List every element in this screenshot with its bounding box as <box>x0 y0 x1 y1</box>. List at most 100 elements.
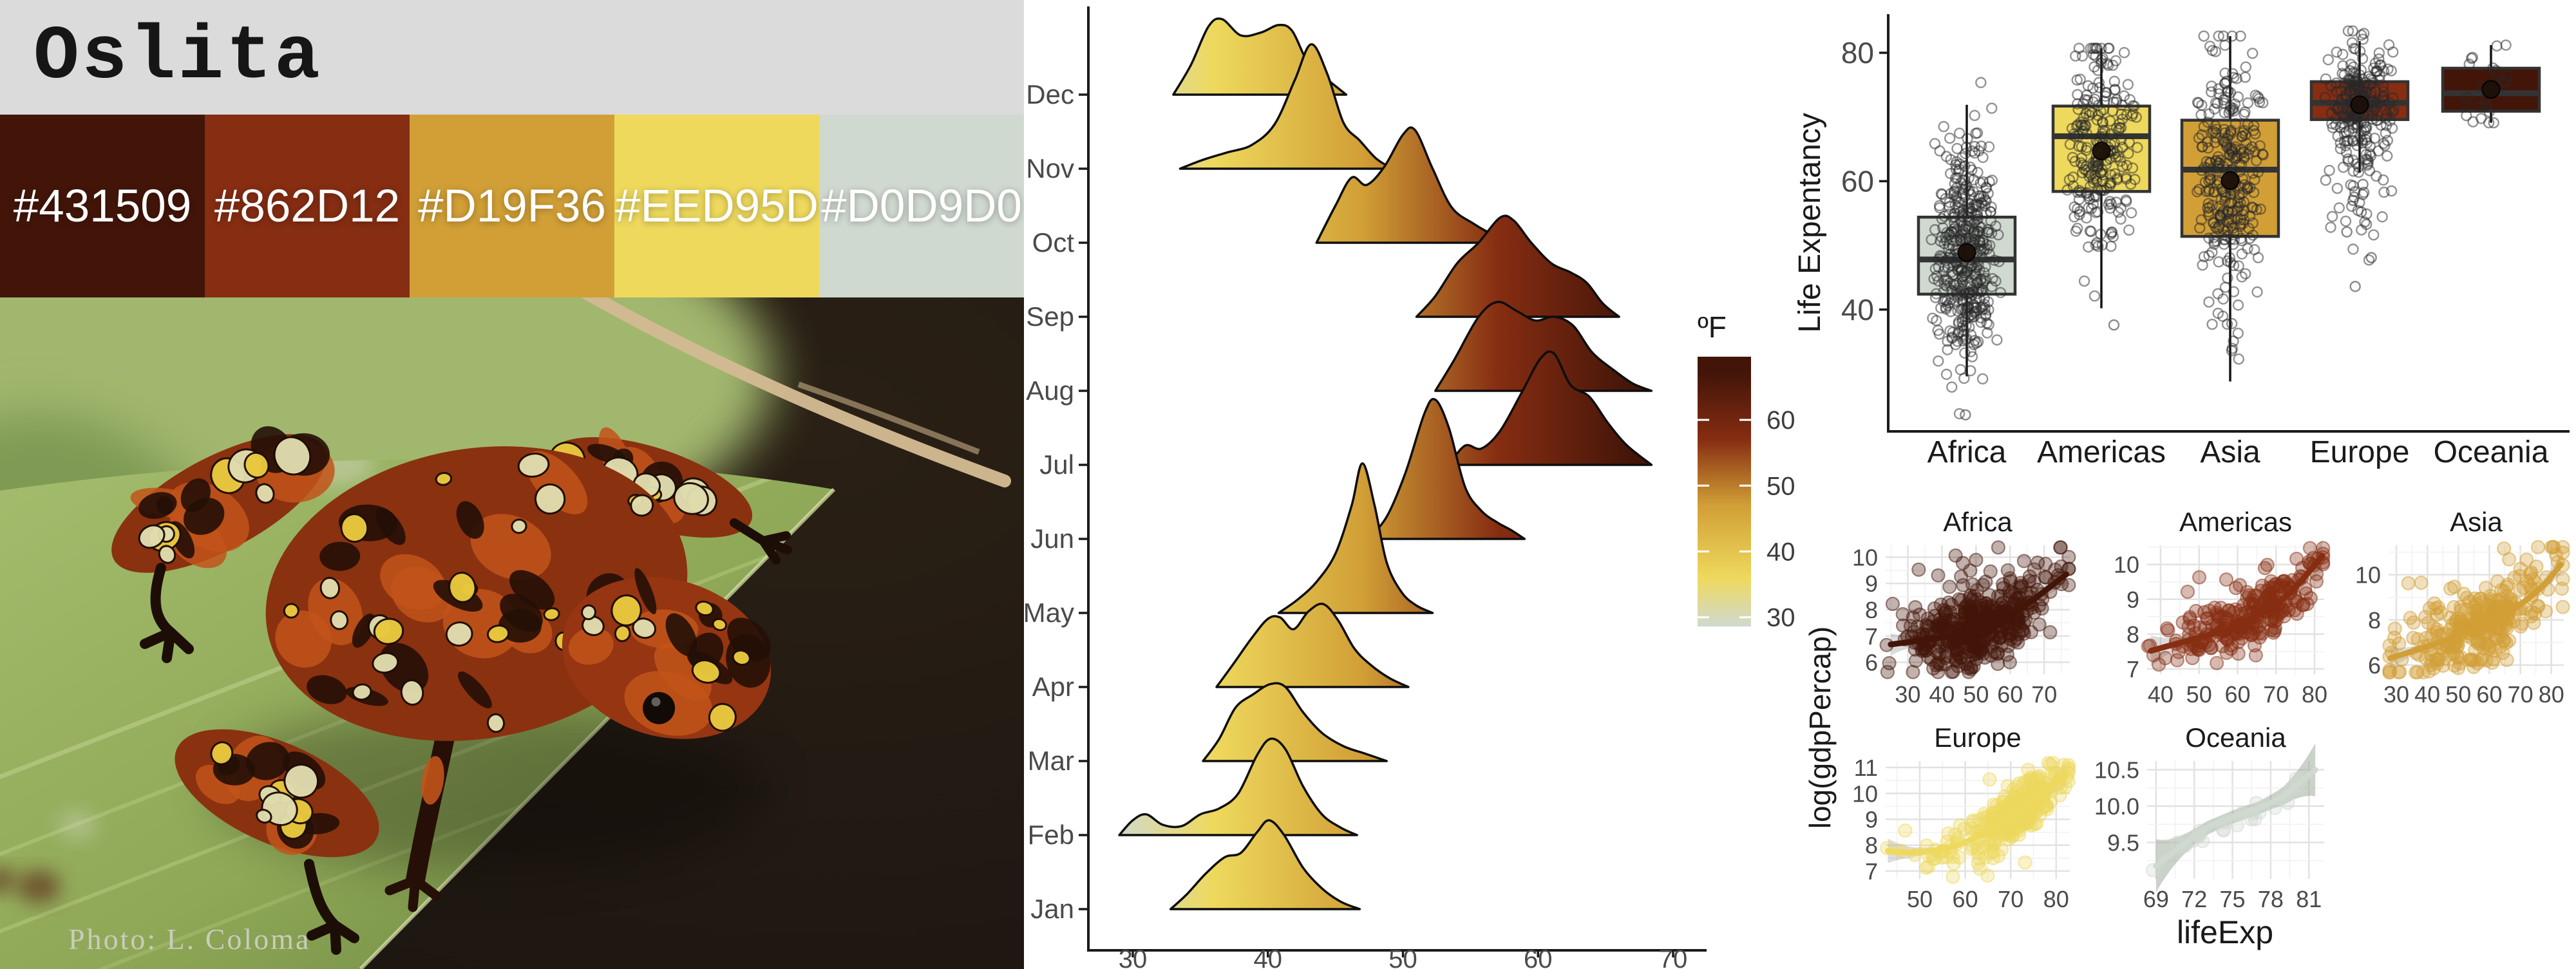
svg-text:Nov: Nov <box>1026 153 1074 183</box>
svg-text:Asia: Asia <box>2200 435 2260 469</box>
trend-line <box>1888 571 2070 648</box>
box-Asia <box>2180 30 2280 382</box>
svg-text:60: 60 <box>1524 945 1553 969</box>
box-Europe <box>2309 25 2410 292</box>
leaf-brown-spot <box>17 870 61 903</box>
svg-text:ºF: ºF <box>1698 310 1727 344</box>
frog-foot-lower-left <box>304 859 359 955</box>
trend-line <box>2387 561 2564 661</box>
trend-line <box>2148 552 2325 654</box>
svg-text:8: 8 <box>1865 833 1878 859</box>
svg-text:40: 40 <box>1254 945 1283 969</box>
box-Americas <box>2051 42 2152 331</box>
stem-thin <box>797 381 980 455</box>
ridge-Feb <box>1118 737 1358 836</box>
frog-toes-right <box>730 518 792 565</box>
svg-text:50: 50 <box>1907 886 1933 912</box>
svg-text:6: 6 <box>2368 652 2381 679</box>
confidence-band <box>2150 539 2323 666</box>
facet-Asia: Asia 6 8 10 30 40 50 60 70 80 <box>2355 507 2570 708</box>
svg-text:Americas: Americas <box>2179 507 2292 537</box>
ridge-Oct <box>1315 126 1520 244</box>
svg-text:30: 30 <box>1766 604 1795 632</box>
svg-text:78: 78 <box>2258 886 2284 912</box>
svg-text:May: May <box>1023 597 1074 628</box>
palette-swatch: #EED95D <box>614 115 819 297</box>
box-Africa <box>1917 77 2017 421</box>
svg-text:72: 72 <box>2181 886 2207 912</box>
facet-points <box>2382 540 2570 680</box>
svg-text:Apr: Apr <box>1032 672 1074 702</box>
svg-text:30: 30 <box>2383 681 2409 708</box>
svg-text:Americas: Americas <box>2037 435 2166 469</box>
frog-eye-icon <box>643 691 676 724</box>
jitter-Asia <box>2192 30 2269 365</box>
svg-text:8: 8 <box>2126 621 2139 648</box>
svg-text:60: 60 <box>2476 681 2502 708</box>
frog-arm-blotch <box>421 756 444 805</box>
svg-text:9: 9 <box>1865 570 1878 597</box>
palette-swatch: #862D12 <box>205 115 410 297</box>
svg-text:Oct: Oct <box>1032 227 1075 258</box>
svg-text:50: 50 <box>1766 472 1795 500</box>
palette-title-bar: Oslita <box>0 0 1024 115</box>
mean-dot-Asia <box>2221 171 2240 190</box>
svg-text:30: 30 <box>1895 681 1920 708</box>
svg-text:40: 40 <box>1766 538 1795 566</box>
palette-title: Oslita <box>33 14 323 100</box>
svg-text:70: 70 <box>1659 945 1688 969</box>
svg-text:40: 40 <box>1929 681 1955 708</box>
frog-leg-lower-left <box>175 729 379 858</box>
svg-text:80: 80 <box>1841 36 1874 70</box>
svg-text:Dec: Dec <box>1026 79 1074 109</box>
facet-points <box>2141 541 2331 672</box>
svg-text:11: 11 <box>1854 755 1878 781</box>
svg-text:Life Expentancy: Life Expentancy <box>1793 113 1827 333</box>
box-axes: 40 60 80 Life Expentancy <box>1793 14 2570 433</box>
jitter-Europe <box>2319 25 2400 266</box>
svg-text:10: 10 <box>1852 780 1878 807</box>
svg-text:Mar: Mar <box>1028 746 1074 776</box>
svg-text:Europe: Europe <box>1934 722 2021 753</box>
mean-dot-Americas <box>2092 142 2111 161</box>
ridge-Aug <box>1434 301 1653 392</box>
svg-text:10.0: 10.0 <box>2094 793 2139 820</box>
svg-text:8: 8 <box>2368 607 2381 634</box>
svg-text:70: 70 <box>2263 681 2289 708</box>
svg-text:10: 10 <box>1852 544 1878 570</box>
svg-text:40: 40 <box>2148 681 2174 708</box>
jitter-Africa <box>1926 77 2007 420</box>
svg-text:50: 50 <box>2186 681 2212 708</box>
svg-text:69: 69 <box>2143 886 2169 912</box>
mean-dot-Europe <box>2350 95 2369 115</box>
ridge-densities <box>1118 17 1653 910</box>
swatch-hex-label: #431509 <box>13 180 192 232</box>
svg-text:50: 50 <box>1388 945 1417 969</box>
svg-text:7: 7 <box>1865 623 1878 650</box>
svg-text:10.5: 10.5 <box>2094 757 2139 784</box>
ridge-Apr <box>1215 603 1410 688</box>
ridge-axes: 30 40 50 60 70 Dec Nov Oct Sep Aug Jul Jun May Apr Mar… <box>1023 6 1707 969</box>
svg-text:Aug: Aug <box>1026 375 1074 406</box>
svg-text:10: 10 <box>2355 562 2381 588</box>
swatch-hex-label: #D19F36 <box>417 180 607 232</box>
frog-front-toes <box>384 875 441 912</box>
photo-credit: Photo: L. Coloma <box>68 923 311 955</box>
palette-swatch: #D0D9D0 <box>819 115 1024 297</box>
mean-dot-Oceania <box>2481 80 2501 99</box>
svg-text:9: 9 <box>1865 806 1878 833</box>
svg-text:Africa: Africa <box>1927 435 2007 469</box>
trend-line <box>1885 772 2069 856</box>
svg-text:70: 70 <box>2031 681 2057 708</box>
svg-text:Oceania: Oceania <box>2434 435 2549 469</box>
svg-text:8: 8 <box>1865 597 1878 623</box>
svg-text:80: 80 <box>2043 886 2069 912</box>
svg-text:80: 80 <box>2302 681 2327 708</box>
svg-text:40: 40 <box>1841 293 1874 326</box>
svg-text:lifeExp: lifeExp <box>2177 914 2273 950</box>
ridge-Mar <box>1202 682 1388 762</box>
